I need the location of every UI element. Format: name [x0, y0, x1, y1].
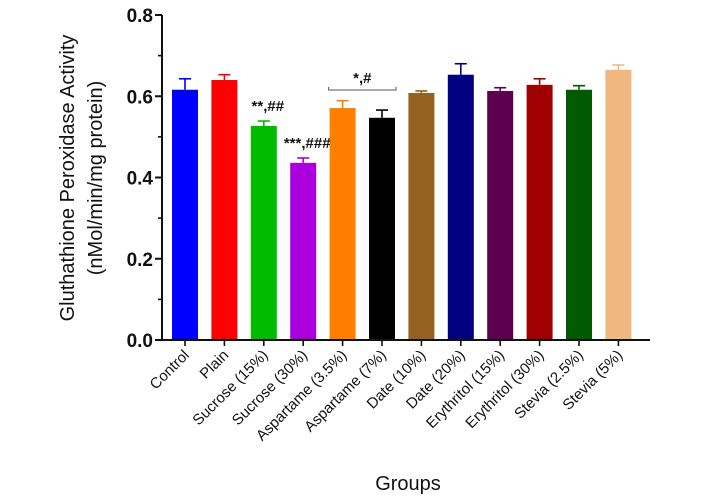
y-tick-label-1: 0.2 [127, 250, 153, 271]
y-tick-label-3: 0.6 [127, 87, 153, 108]
y-axis-title-line1: Gluthathione Peroxidase Activity [57, 35, 79, 322]
bar-10 [566, 89, 592, 340]
bar-0 [172, 89, 198, 340]
significance-label-1: ***,### [284, 135, 331, 152]
bar-7 [447, 74, 474, 340]
error-bars-group [179, 62, 625, 163]
bars-group [172, 69, 632, 340]
x-axis-title: Groups [375, 473, 441, 495]
y-tick-label-0: 0.0 [127, 331, 153, 352]
bar-3 [290, 162, 317, 340]
bar-8 [487, 90, 514, 340]
bar-11 [605, 69, 632, 340]
x-tick-label-1: Plain [197, 347, 233, 383]
bar-9 [526, 84, 553, 340]
bar-5 [369, 117, 395, 340]
bar-4 [329, 108, 356, 340]
significance-label-0: **,## [252, 98, 285, 115]
significance-label-2: *,# [353, 70, 372, 87]
bar-6 [408, 93, 435, 340]
bar-2 [250, 125, 277, 340]
significance-bracket [328, 87, 397, 91]
annotations-group: **,## ***,### *,# [252, 70, 397, 152]
x-tick-label-0: Control [147, 347, 193, 393]
y-axis-title-line2: (nMol/min/mg protein) [85, 81, 107, 276]
y-axis-title: Gluthathione Peroxidase Activity (nMol/m… [57, 35, 107, 322]
bar-1 [211, 80, 238, 340]
y-tick-label-2: 0.4 [127, 169, 154, 190]
y-tick-label-4: 0.8 [127, 6, 153, 27]
